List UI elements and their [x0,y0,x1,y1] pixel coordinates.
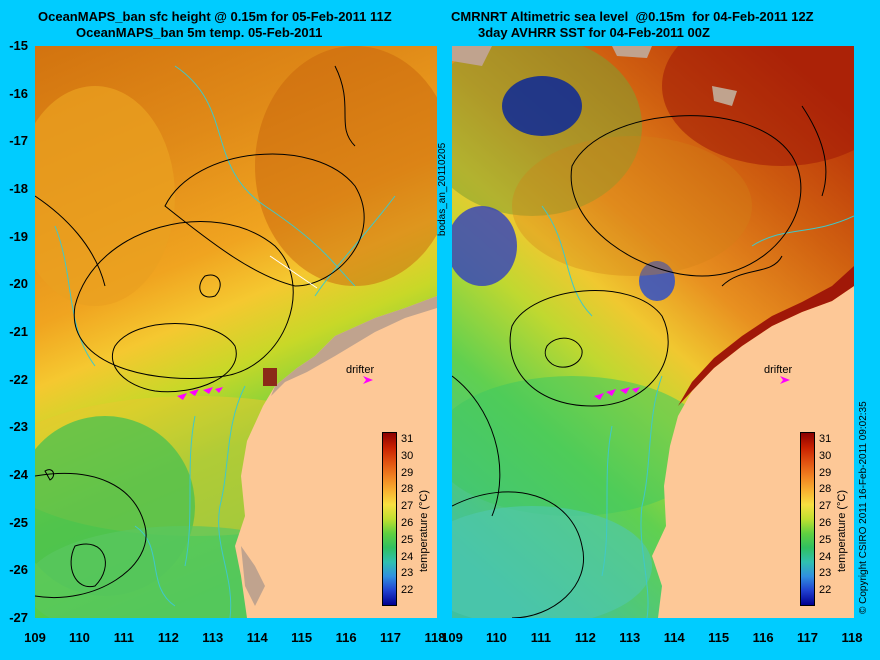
x-tick-label: 118 [841,630,863,645]
right-panel-title-line2: 3day AVHRR SST for 04-Feb-2011 00Z [478,25,710,40]
height-contours [35,65,365,598]
colorbar-tick-label: 28 [401,483,414,496]
x-tick-label: 116 [335,630,357,645]
run-id-label: bodas_an_20110205 [437,142,448,236]
x-tick-label: 113 [202,630,224,645]
y-tick-label: -15 [9,38,28,53]
y-tick-label: -25 [9,514,28,530]
x-tick-label: 118 [424,630,446,645]
x-tick-label: 109 [441,630,463,645]
colorbar-tick-label: 23 [819,567,832,580]
colorbar-tick-label: 22 [819,584,832,597]
colorbar-tick-label: 25 [401,533,414,546]
x-tick-label: 109 [24,630,46,645]
left-panel-title-line2: OceanMAPS_ban 5m temp. 05-Feb-2011 [76,25,323,40]
x-tick-label: 110 [68,630,90,645]
colorbar-tick-label: 31 [401,433,414,445]
x-tick-label: 112 [157,630,179,645]
y-tick-label: -24 [9,467,28,482]
colorbar-tick-label: 31 [819,433,832,445]
y-tick-label: -26 [9,562,28,578]
y-tick-label: -16 [9,85,28,101]
x-tick-label: 115 [291,630,313,645]
x-tick-label: 117 [380,630,402,645]
y-tick-label: -27 [9,610,28,625]
left-map-panel [35,46,437,618]
colorbar-tick-label: 24 [819,550,832,563]
x-tick-label: 114 [663,630,685,645]
y-tick-label: -18 [9,181,28,196]
drifter-label-left: drifter [346,364,375,376]
x-tick-label: 110 [485,630,507,645]
y-tick-label: -20 [9,276,28,292]
x-tick-label: 115 [708,630,730,645]
colorbar-tick-label: 27 [401,500,414,513]
colorbar-tick-label: 26 [819,517,832,529]
colorbar-tick-label: 22 [401,584,414,597]
colorbar-tick-label: 25 [819,533,832,546]
colorbar-label: temperature (°C) [836,489,848,572]
y-tick-label: -19 [9,228,28,244]
colorbar-tick-label: 26 [401,517,414,529]
colorbar-tick-label: 30 [819,449,832,462]
colorbar-scale [800,432,815,606]
colorbar-tick-label: 27 [819,500,832,513]
y-tick-label: -23 [9,419,28,435]
drifter-label-right: drifter [764,364,793,376]
height-contours [452,105,827,618]
colorbar-tick-label: 29 [401,466,414,479]
colorbar-tick-label: 23 [401,567,414,580]
x-tick-label: 117 [797,630,819,645]
colorbar-tick-label: 28 [819,483,832,496]
x-tick-label: 114 [246,630,268,645]
colorbar-tick-label: 24 [401,550,414,563]
colorbar-tick-label: 29 [819,466,832,479]
right-panel-title-line1: CMRNRT Altimetric sea level @0.15m for 0… [451,9,814,24]
y-tick-label: -17 [9,133,28,149]
x-tick-label: 111 [113,630,134,645]
isobath-lines [541,205,854,618]
left-panel-title-line1: OceanMAPS_ban sfc height @ 0.15m for 05-… [38,9,392,24]
isobath-lines [54,65,396,618]
x-tick-label: 113 [619,630,641,645]
x-tick-label: 111 [530,630,551,645]
y-tick-label: -22 [9,371,28,387]
copyright-label: © Copyright CSIRO 2011 16-Feb-2011 09:02… [858,401,869,614]
x-tick-label: 112 [574,630,596,645]
x-tick-label: 116 [752,630,774,645]
drifter-track [594,376,790,400]
colorbar-tick-label: 30 [401,449,414,462]
y-tick-label: -21 [9,324,28,339]
colorbar-label: temperature (°C) [418,489,430,572]
right-map-panel [452,46,854,618]
drifter-track [177,376,373,400]
colorbar-scale [382,432,397,606]
